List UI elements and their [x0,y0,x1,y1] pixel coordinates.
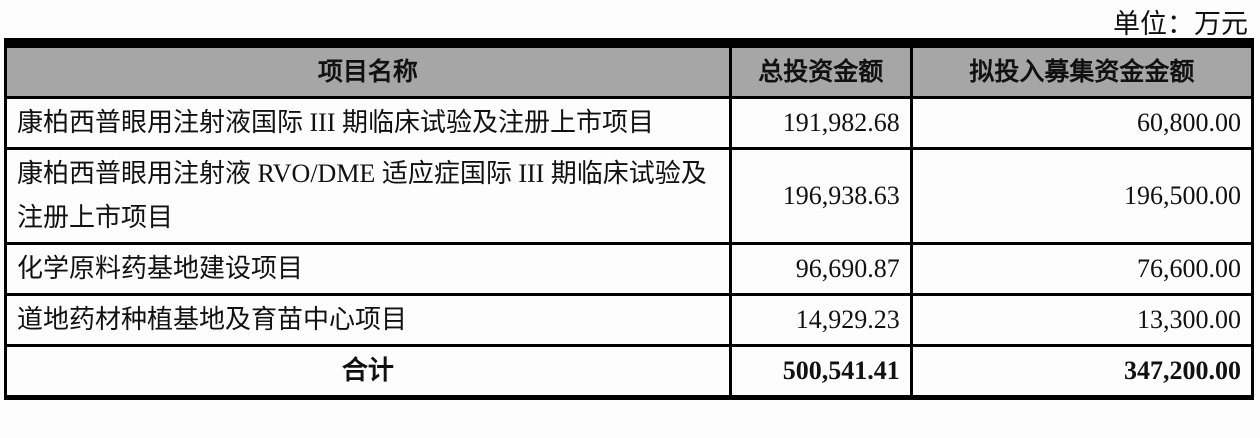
table-row: 道地药材种植基地及育苗中心项目 14,929.23 13,300.00 [4,293,1255,347]
header-total-investment: 总投资金额 [728,41,913,99]
total-row: 合计 500,541.41 347,200.00 [4,344,1255,399]
header-raised-funds: 拟投入募集资金金额 [909,41,1255,99]
total-label: 合计 [4,344,732,399]
raised-funds: 13,300.00 [909,293,1255,347]
project-name: 道地药材种植基地及育苗中心项目 [4,293,732,347]
total-investment-sum: 500,541.41 [728,344,913,399]
raised-funds: 76,600.00 [909,242,1255,296]
project-name: 康柏西普眼用注射液 RVO/DME 适应症国际 III 期临床试验及注册上市项目 [4,147,732,245]
total-investment: 196,938.63 [728,147,913,245]
investment-table: 项目名称 总投资金额 拟投入募集资金金额 康柏西普眼用注射液国际 III 期临床… [4,38,1255,400]
table-row: 康柏西普眼用注射液国际 III 期临床试验及注册上市项目 191,982.68 … [4,96,1255,150]
project-name: 化学原料药基地建设项目 [4,242,732,296]
header-project-name: 项目名称 [4,41,732,99]
table-row: 化学原料药基地建设项目 96,690.87 76,600.00 [4,242,1255,296]
table-row: 康柏西普眼用注射液 RVO/DME 适应症国际 III 期临床试验及注册上市项目… [4,147,1255,245]
unit-label: 单位：万元 [1113,9,1248,39]
raised-funds: 60,800.00 [909,96,1255,150]
total-investment: 96,690.87 [728,242,913,296]
total-investment: 14,929.23 [728,293,913,347]
header-row: 项目名称 总投资金额 拟投入募集资金金额 [4,41,1255,99]
raised-funds-sum: 347,200.00 [909,344,1255,399]
total-investment: 191,982.68 [728,96,913,150]
raised-funds: 196,500.00 [909,147,1255,245]
project-name: 康柏西普眼用注射液国际 III 期临床试验及注册上市项目 [4,96,732,150]
